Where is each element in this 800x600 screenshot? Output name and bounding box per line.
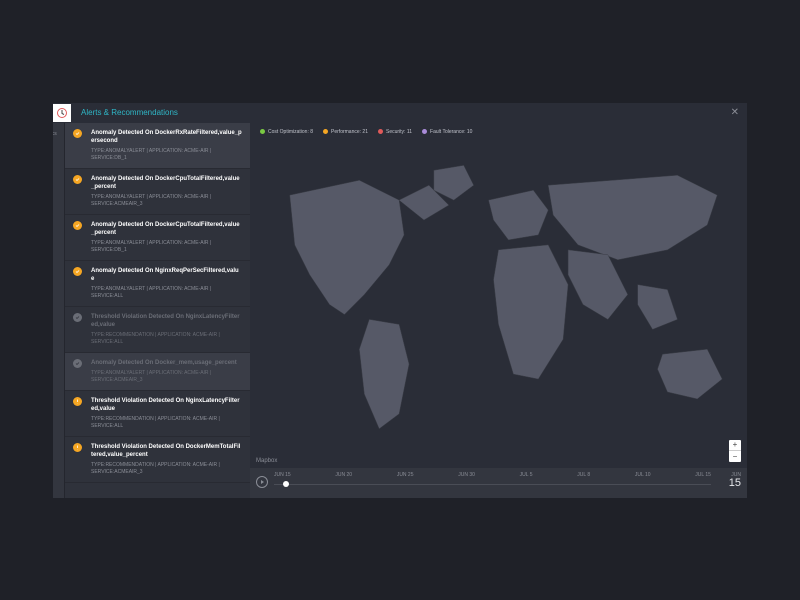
- alert-status-icon: [73, 443, 82, 452]
- zoom-out-button[interactable]: −: [729, 451, 741, 462]
- alert-item[interactable]: Anomaly Detected On NginxReqPerSecFilter…: [65, 261, 250, 307]
- map-legend: Cost Optimization: 8 Performance: 21 Secur…: [250, 123, 747, 141]
- alert-item[interactable]: Anomaly Detected On DockerCpuTotalFilter…: [65, 169, 250, 215]
- alert-title: Anomaly Detected On DockerCpuTotalFilter…: [91, 175, 242, 191]
- timeline-tick: JUL 10: [635, 472, 651, 478]
- legend-label: Cost Optimization: 8: [268, 129, 313, 135]
- legend-dot: [422, 129, 427, 134]
- zoom-control: + −: [729, 440, 741, 462]
- legend-label: Performance: 21: [331, 129, 368, 135]
- play-button[interactable]: [256, 476, 268, 488]
- alert-title: Threshold Violation Detected On NginxLat…: [91, 313, 242, 329]
- alert-meta: TYPE:ANOMALYALERT | APPLICATION: ACME-AI…: [91, 370, 242, 384]
- timeline-ticks: JUN 15 JUN 20 JUN 25 JUN 30 JUL 5 JUL 8 JUL 10…: [274, 472, 711, 478]
- alert-meta: TYPE:RECOMMENDATION | APPLICATION: ACME-…: [91, 462, 242, 476]
- alert-meta: TYPE:ANOMALYALERT | APPLICATION: ACME-AI…: [91, 240, 242, 254]
- timeline-tick: JUL 8: [577, 472, 590, 478]
- timeline: JUN 15 JUN 20 JUN 25 JUN 30 JUL 5 JUL 8 JUL 10…: [250, 468, 747, 498]
- timeline-tick: JUL 15: [695, 472, 711, 478]
- zoom-in-button[interactable]: +: [729, 440, 741, 451]
- timeline-tick: JUN 25: [397, 472, 414, 478]
- map-attribution: Mapbox: [256, 458, 277, 464]
- alert-title: Threshold Violation Detected On NginxLat…: [91, 397, 242, 413]
- alerts-panel: Alerts & Recommendations ✕ rics Anomaly …: [53, 103, 747, 498]
- sidebar-tab-label: rics: [53, 131, 57, 137]
- timeline-tick: JUN 15: [274, 472, 291, 478]
- alert-item[interactable]: Threshold Violation Detected On NginxLat…: [65, 307, 250, 353]
- legend-item: Security: 11: [378, 129, 412, 135]
- timeline-track[interactable]: [274, 480, 711, 490]
- panel-title: Alerts & Recommendations: [81, 108, 178, 117]
- alert-item[interactable]: Anomaly Detected On DockerCpuTotalFilter…: [65, 215, 250, 261]
- legend-label: Security: 11: [386, 129, 412, 135]
- timeline-current-date: JUN 15: [729, 472, 741, 489]
- sidebar-tab[interactable]: rics: [53, 123, 65, 498]
- legend-item: Fault Tolerance: 10: [422, 129, 472, 135]
- close-icon[interactable]: ✕: [731, 107, 739, 118]
- alert-title: Anomaly Detected On Docker_mem,usage_per…: [91, 359, 242, 367]
- alert-status-icon: [73, 221, 82, 230]
- alert-status-icon: [73, 313, 82, 322]
- alert-status-icon: [73, 129, 82, 138]
- alert-status-icon: [73, 359, 82, 368]
- alert-list[interactable]: Anomaly Detected On DockerRxRateFiltered…: [65, 123, 250, 498]
- alert-title: Anomaly Detected On NginxReqPerSecFilter…: [91, 267, 242, 283]
- alert-meta: TYPE:RECOMMENDATION | APPLICATION: ACME-…: [91, 332, 242, 346]
- alert-item[interactable]: Threshold Violation Detected On DockerMe…: [65, 437, 250, 483]
- app-logo[interactable]: [53, 104, 71, 122]
- alert-meta: TYPE:ANOMALYALERT | APPLICATION: ACME-AI…: [91, 286, 242, 300]
- legend-dot: [260, 129, 265, 134]
- timeline-tick: JUN 30: [458, 472, 475, 478]
- legend-item: Performance: 21: [323, 129, 368, 135]
- timeline-tick: JUN 20: [335, 472, 352, 478]
- alert-item[interactable]: Anomaly Detected On DockerRxRateFiltered…: [65, 123, 250, 169]
- panel-body: rics Anomaly Detected On DockerRxRateFil…: [53, 123, 747, 498]
- alert-title: Anomaly Detected On DockerCpuTotalFilter…: [91, 221, 242, 237]
- alert-title: Anomaly Detected On DockerRxRateFiltered…: [91, 129, 242, 145]
- alert-meta: TYPE:ANOMALYALERT | APPLICATION: ACME-AI…: [91, 194, 242, 208]
- alert-title: Threshold Violation Detected On DockerMe…: [91, 443, 242, 459]
- alert-meta: TYPE:RECOMMENDATION | APPLICATION: ACME-…: [91, 416, 242, 430]
- timeline-tick: JUL 5: [520, 472, 533, 478]
- legend-item: Cost Optimization: 8: [260, 129, 313, 135]
- world-map[interactable]: Mapbox + −: [250, 141, 747, 468]
- alert-status-icon: [73, 397, 82, 406]
- title-left: Alerts & Recommendations: [53, 104, 178, 122]
- alert-item[interactable]: Anomaly Detected On Docker_mem,usage_per…: [65, 353, 250, 391]
- alert-status-icon: [73, 267, 82, 276]
- alert-meta: TYPE:ANOMALYALERT | APPLICATION: ACME-AI…: [91, 148, 242, 162]
- current-day: 15: [729, 478, 741, 489]
- title-bar: Alerts & Recommendations ✕: [53, 103, 747, 123]
- timeline-line: [274, 484, 711, 485]
- legend-dot: [323, 129, 328, 134]
- legend-label: Fault Tolerance: 10: [430, 129, 472, 135]
- legend-dot: [378, 129, 383, 134]
- timeline-handle[interactable]: [283, 481, 289, 487]
- alert-item[interactable]: Threshold Violation Detected On NginxLat…: [65, 391, 250, 437]
- map-area: Cost Optimization: 8 Performance: 21 Secur…: [250, 123, 747, 498]
- alert-status-icon: [73, 175, 82, 184]
